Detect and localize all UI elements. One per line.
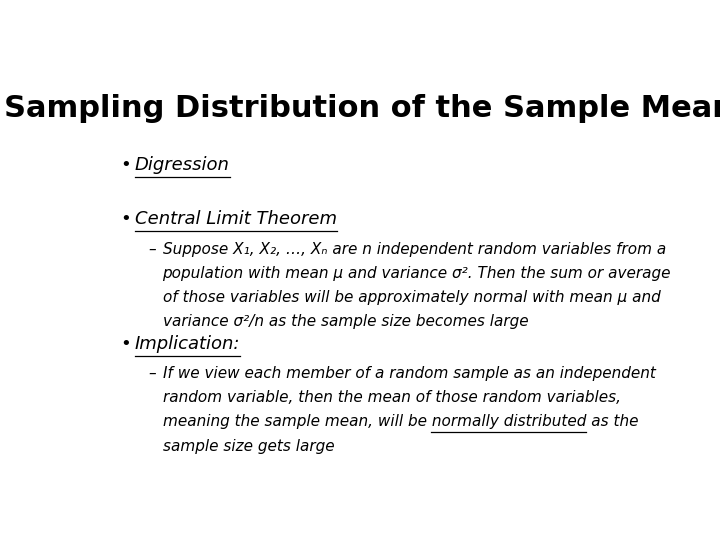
Text: sample size gets large: sample size gets large xyxy=(163,438,334,454)
Text: •: • xyxy=(121,156,132,174)
Text: Sampling Distribution of the Sample Mean: Sampling Distribution of the Sample Mean xyxy=(4,94,720,123)
Text: Central Limit Theorem: Central Limit Theorem xyxy=(135,210,337,228)
Text: population with mean μ and variance σ². Then the sum or average: population with mean μ and variance σ². … xyxy=(163,266,671,281)
Text: Suppose X₁, X₂, …, Xₙ are n independent random variables from a: Suppose X₁, X₂, …, Xₙ are n independent … xyxy=(163,241,666,256)
Text: •: • xyxy=(121,335,132,353)
Text: random variable, then the mean of those random variables,: random variable, then the mean of those … xyxy=(163,390,621,406)
Text: •: • xyxy=(121,210,132,228)
Text: –: – xyxy=(148,241,156,256)
Text: variance σ²/n as the sample size becomes large: variance σ²/n as the sample size becomes… xyxy=(163,314,528,329)
Text: meaning the sample mean, will be normally distributed as the: meaning the sample mean, will be normall… xyxy=(163,415,638,429)
Text: If we view each member of a random sample as an independent: If we view each member of a random sampl… xyxy=(163,366,655,381)
Text: Digression: Digression xyxy=(135,156,230,174)
Text: of those variables will be approximately normal with mean μ and: of those variables will be approximately… xyxy=(163,290,660,305)
Text: –: – xyxy=(148,366,156,381)
Text: Implication:: Implication: xyxy=(135,335,240,353)
